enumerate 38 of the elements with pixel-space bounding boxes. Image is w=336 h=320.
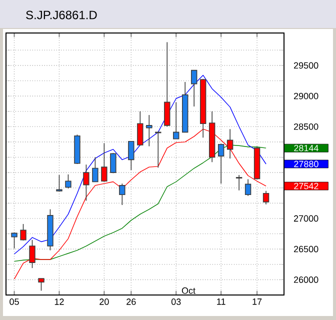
chart-title: S.JP.J6861.D (26, 10, 97, 20)
y-tick-label: 26500 (294, 246, 318, 252)
candlestick (83, 164, 90, 202)
y-tick-label: 26000 (294, 276, 318, 283)
y-tick-label: 29500 (294, 62, 318, 69)
candlestick (262, 190, 270, 205)
candlestick (20, 224, 26, 241)
candlestick (119, 183, 126, 206)
x-tick-label: 17 (252, 298, 262, 305)
x-tick-label: 03 (171, 298, 181, 305)
y-tick-label: 29000 (294, 92, 318, 100)
candlestick (11, 232, 18, 249)
candlestick (38, 278, 44, 292)
candlestick (137, 110, 144, 146)
y-tick-label: 27000 (294, 215, 318, 222)
candlestick (146, 114, 152, 147)
x-tick-label: 05 (10, 298, 19, 305)
x-tick-label: 12 (54, 298, 64, 305)
candlestick (173, 102, 180, 140)
candlestick (190, 70, 198, 107)
text: 28144 (294, 144, 318, 152)
candlestick (244, 178, 252, 196)
candlestick (218, 143, 224, 184)
annotation: Oct (182, 287, 196, 294)
x-tick-label: 26 (126, 298, 136, 305)
candlestick (236, 174, 242, 191)
candlestick (128, 140, 134, 171)
candlestick (92, 156, 98, 182)
x-tick-label: 20 (100, 298, 109, 305)
candlestick (65, 174, 72, 189)
candlestick (56, 174, 62, 192)
text: 27542 (294, 182, 318, 190)
x-tick-label: 11 (217, 298, 226, 305)
y-tick-label: 28500 (294, 123, 318, 130)
text: 27880 (294, 160, 318, 168)
candlestick (29, 240, 36, 268)
candlestick (101, 142, 108, 182)
candlestick (164, 42, 170, 128)
